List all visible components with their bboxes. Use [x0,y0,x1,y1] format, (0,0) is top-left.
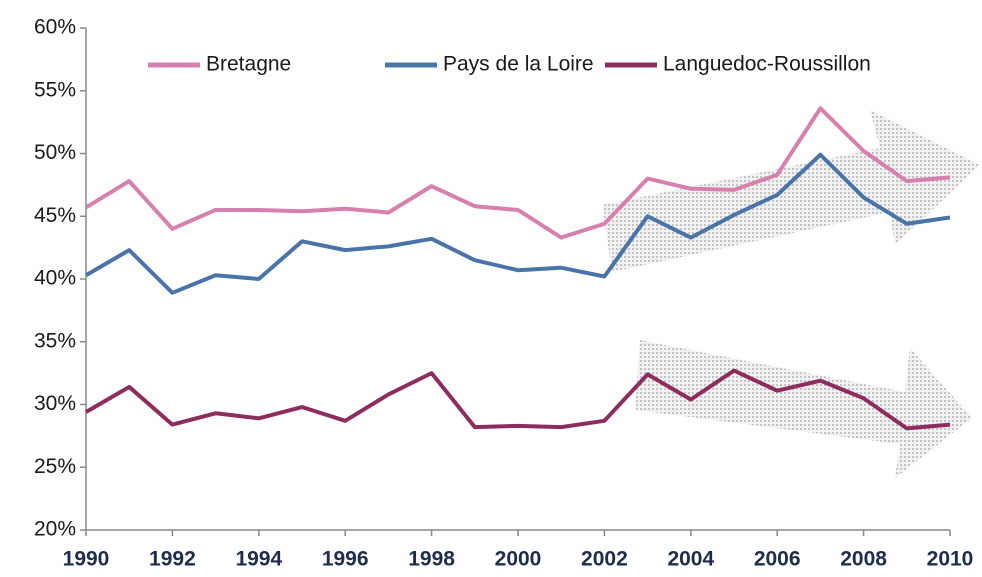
legend-label: Bretagne [206,53,291,76]
x-tick-label: 1994 [235,548,282,571]
trend-arrow-down [635,340,972,478]
y-tick-label: 25% [34,455,76,478]
legend-label: Pays de la Loire [443,53,594,76]
y-tick-label: 35% [34,329,76,352]
x-tick-label: 2002 [581,548,628,571]
y-tick-label: 55% [34,78,76,101]
x-tick-label: 2006 [754,548,801,571]
x-tick-label: 2000 [495,548,542,571]
x-tick-label: 2008 [840,548,887,571]
y-tick-label: 40% [34,267,76,290]
trend-arrow-up [602,110,980,272]
x-tick-label: 1996 [322,548,369,571]
x-tick-label: 1992 [149,548,196,571]
y-tick-label: 30% [34,392,76,415]
series-line [84,106,951,240]
x-tick-label: 2004 [667,548,714,571]
x-tick-label: 1990 [63,548,110,571]
series-line [84,152,951,295]
x-tick-label: 2010 [927,548,974,571]
y-tick-label: 50% [34,141,76,164]
y-tick-label: 45% [34,204,76,227]
legend-label: Languedoc-Roussillon [663,53,871,76]
series-line [84,368,951,431]
x-tick-label: 1998 [408,548,455,571]
y-tick-label: 20% [34,518,76,541]
y-tick-label: 60% [34,16,76,39]
